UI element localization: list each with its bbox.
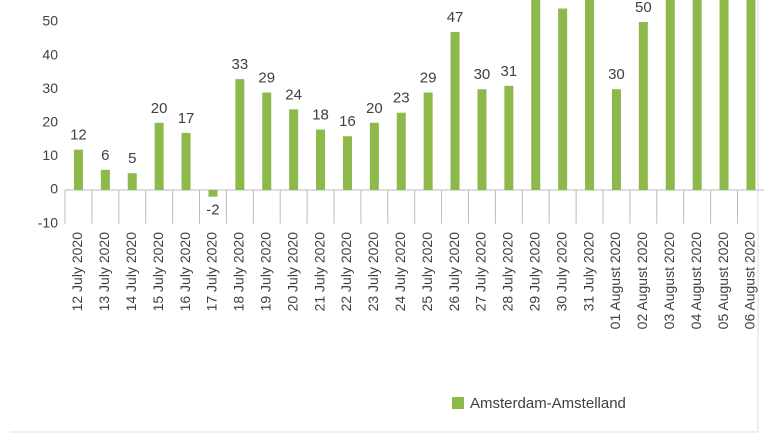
x-tick-label: 06 August 2020: [742, 232, 758, 330]
data-label: 31: [501, 63, 518, 80]
x-tick-label: 29 July 2020: [526, 232, 542, 312]
x-tick-label: 15 July 2020: [150, 232, 166, 312]
data-label: 24: [285, 86, 302, 103]
x-tick-label: 02 August 2020: [634, 232, 650, 330]
data-label: 54: [554, 0, 571, 3]
x-tick-label: 13 July 2020: [96, 232, 112, 312]
data-label: 23: [393, 90, 410, 107]
x-tick-label: 31 July 2020: [580, 232, 596, 312]
bar: [531, 0, 541, 191]
x-tick-label: 20 July 2020: [284, 232, 300, 312]
bar: [611, 89, 621, 190]
x-tick-label: 30 July 2020: [553, 232, 569, 312]
x-tick-label: 24 July 2020: [392, 232, 408, 312]
data-label: 29: [258, 70, 275, 87]
x-tick-label: 01 August 2020: [607, 232, 623, 330]
bar: [746, 0, 756, 191]
bar: [423, 92, 433, 190]
data-label: 30: [608, 66, 625, 83]
data-label: 18: [312, 106, 329, 123]
data-label: -2: [206, 202, 219, 219]
x-tick-label: 16 July 2020: [177, 232, 193, 312]
bar: [208, 190, 218, 197]
x-tick-label: 21 July 2020: [311, 232, 327, 312]
data-label: 50: [635, 0, 652, 16]
x-tick-label: 17 July 2020: [204, 232, 220, 312]
y-tick-label: 40: [42, 46, 58, 62]
bar: [369, 122, 379, 190]
bar: [289, 109, 299, 190]
y-tick-label: 0: [50, 181, 58, 197]
data-label: 30: [474, 66, 491, 83]
x-tick-label: 18 July 2020: [231, 232, 247, 312]
x-tick-label: 12 July 2020: [69, 232, 85, 312]
bar: [127, 173, 137, 190]
data-label: 17: [178, 110, 195, 127]
data-label: 20: [366, 100, 383, 117]
bar: [585, 0, 595, 191]
bar: [504, 85, 514, 190]
x-tick-label: 19 July 2020: [257, 232, 273, 312]
data-label: 5: [128, 150, 136, 167]
y-tick-label: -10: [38, 214, 58, 230]
y-tick-label: 10: [42, 147, 58, 163]
bar: [692, 0, 702, 191]
legend-swatch: [452, 397, 464, 409]
y-tick-label: 30: [42, 80, 58, 96]
data-label: 16: [339, 113, 356, 130]
x-tick-label: 03 August 2020: [661, 232, 677, 330]
data-label: 29: [420, 70, 437, 87]
y-tick-label: 50: [42, 13, 58, 29]
data-label: 47: [447, 9, 464, 26]
bar: [316, 129, 326, 190]
x-tick-label: 14 July 2020: [123, 232, 139, 312]
x-tick-label: 22 July 2020: [338, 232, 354, 312]
bar: [477, 89, 487, 190]
bar: [262, 92, 272, 190]
x-tick-label: 23 July 2020: [365, 232, 381, 312]
x-tick-label: 27 July 2020: [473, 232, 489, 312]
bar: [396, 112, 406, 190]
x-tick-label: 04 August 2020: [688, 232, 704, 330]
bar: [558, 8, 568, 191]
data-label: 6: [101, 147, 109, 164]
bar: [450, 32, 460, 190]
data-label: 12: [70, 127, 87, 144]
legend-label: Amsterdam-Amstelland: [470, 395, 626, 412]
y-tick-label: 20: [42, 114, 58, 130]
bar: [73, 149, 83, 190]
bar: [154, 122, 164, 190]
bar: [665, 0, 675, 191]
bar: [342, 136, 352, 190]
x-tick-label: 05 August 2020: [715, 232, 731, 330]
bar: [235, 79, 245, 190]
data-label: 33: [232, 56, 249, 73]
data-label: 20: [151, 100, 168, 117]
bar: [638, 22, 648, 190]
x-tick-label: 28 July 2020: [500, 232, 516, 312]
bar: [719, 0, 729, 191]
bar: [181, 132, 191, 190]
bar: [100, 169, 110, 190]
x-tick-label: 26 July 2020: [446, 232, 462, 312]
x-tick-label: 25 July 2020: [419, 232, 435, 312]
